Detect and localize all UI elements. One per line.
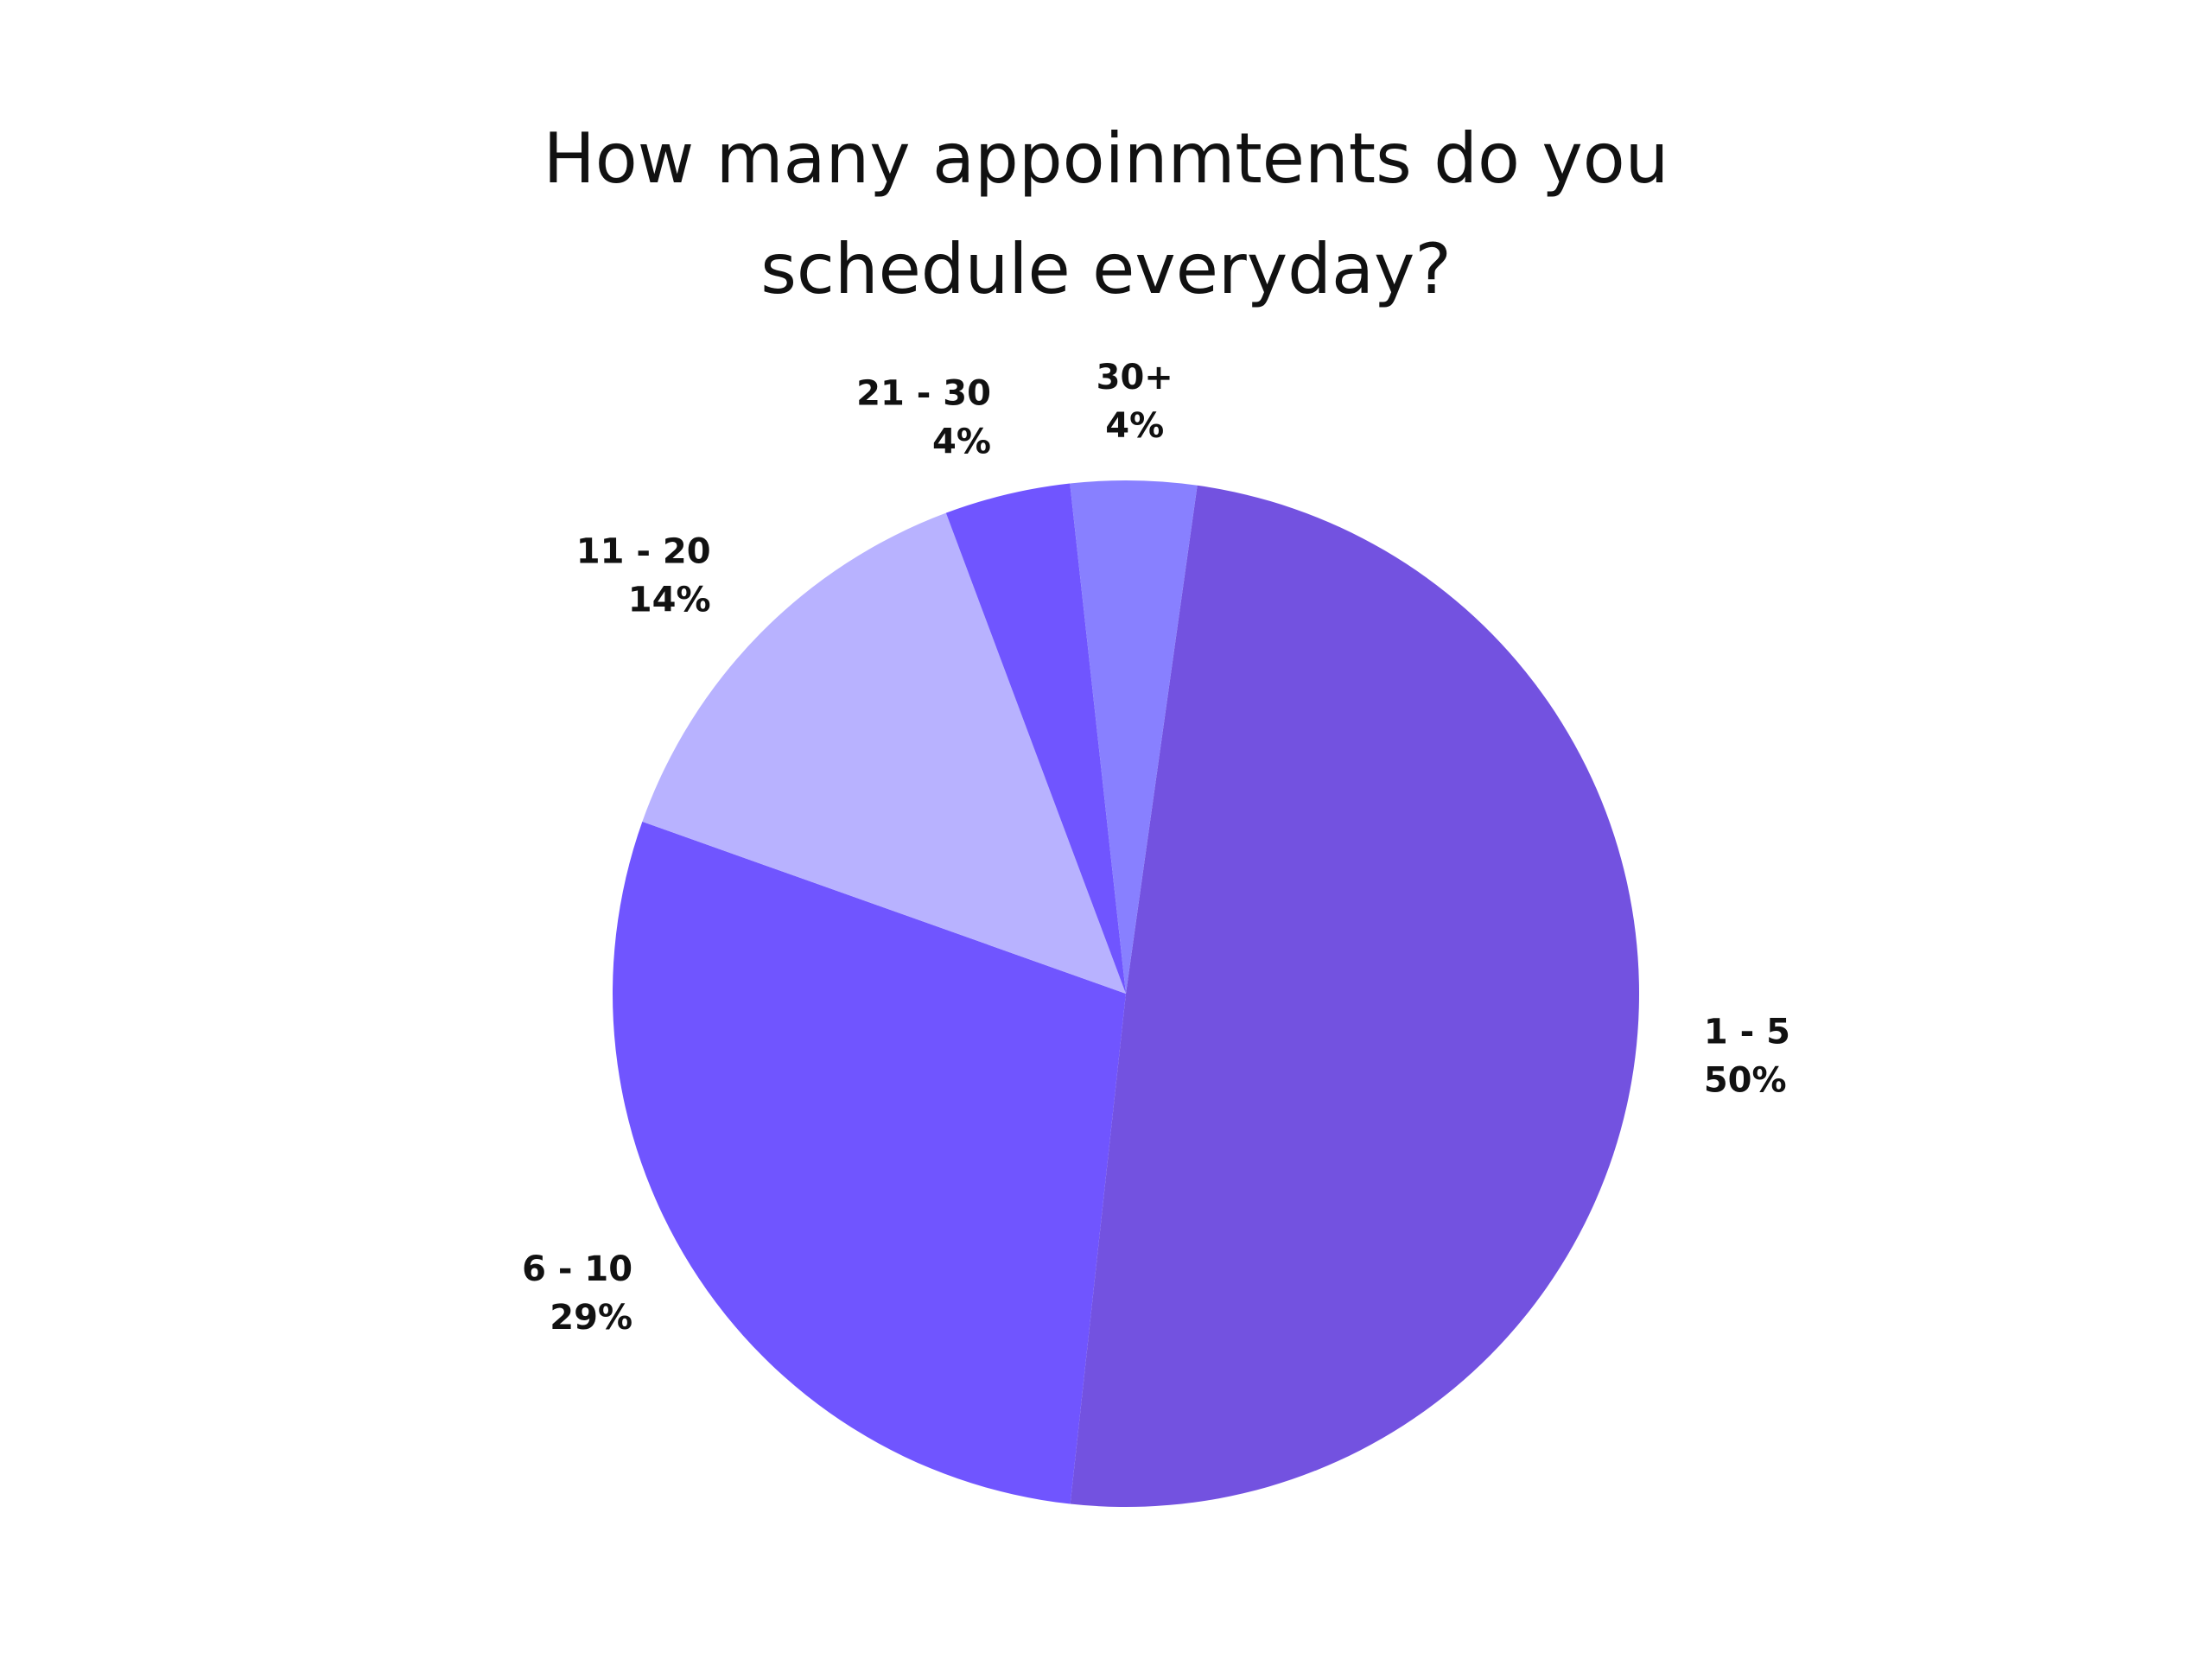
slice-value-label: 4% [1105,406,1164,446]
slice-label: 1 - 5 [1704,1012,1790,1052]
slice-value-label: 29% [550,1298,632,1338]
pie-slice [642,512,1126,994]
slice-label: 21 - 30 [856,373,991,413]
chart-title: How many appoinmtents do you schedule ev… [543,118,1669,309]
pie-slice [1070,480,1198,994]
pie-slice [945,483,1126,994]
slice-label: 30+ [1096,358,1173,397]
slice-value-label: 4% [932,422,991,461]
slice-label: 6 - 10 [522,1249,632,1289]
slice-value-label: 50% [1704,1060,1787,1100]
slice-value-label: 14% [628,580,711,620]
pie-slice [612,821,1126,1504]
slice-label: 11 - 20 [576,531,711,571]
pie-slice [1070,485,1640,1508]
